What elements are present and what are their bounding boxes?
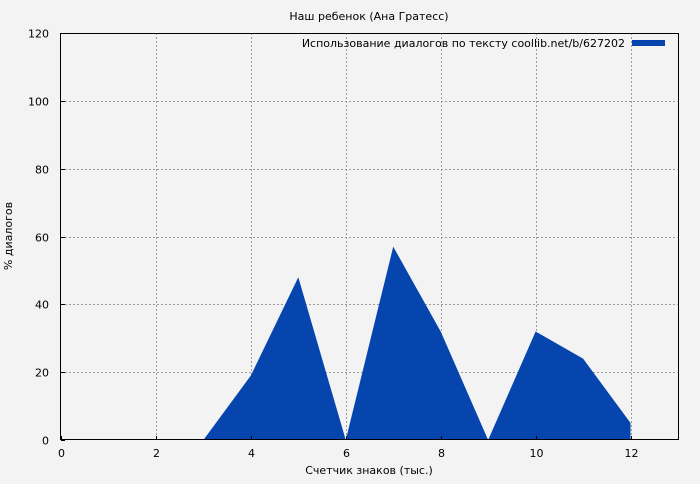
y-tick-label: 100	[28, 96, 49, 109]
x-tick-label: 6	[343, 447, 350, 460]
x-tick-label: 0	[58, 447, 65, 460]
y-tick-label: 120	[28, 28, 49, 41]
y-tick-label: 0	[42, 435, 49, 448]
y-tick-label: 60	[35, 232, 49, 245]
y-tick-label: 40	[35, 299, 49, 312]
chart-title: Наш ребенок (Ана Гратесс)	[289, 10, 448, 23]
plot-frame	[60, 33, 679, 440]
legend-swatch	[632, 40, 665, 46]
y-tick-label: 20	[35, 367, 49, 380]
legend-label: Использование диалогов по тексту coollib…	[302, 37, 625, 50]
y-axis-label: % диалогов	[2, 202, 15, 270]
x-tick-label: 12	[625, 447, 639, 460]
y-tick-label: 80	[35, 164, 49, 177]
legend: Использование диалогов по тексту coollib…	[302, 37, 665, 50]
x-tick-label: 8	[438, 447, 445, 460]
area-layer	[61, 246, 631, 440]
x-tick-label: 2	[153, 447, 160, 460]
x-tick-label: 4	[248, 447, 255, 460]
x-tick-label: 10	[530, 447, 544, 460]
area-series-path	[61, 246, 631, 440]
x-axis-label: Счетчик знаков (тыс.)	[305, 464, 433, 477]
